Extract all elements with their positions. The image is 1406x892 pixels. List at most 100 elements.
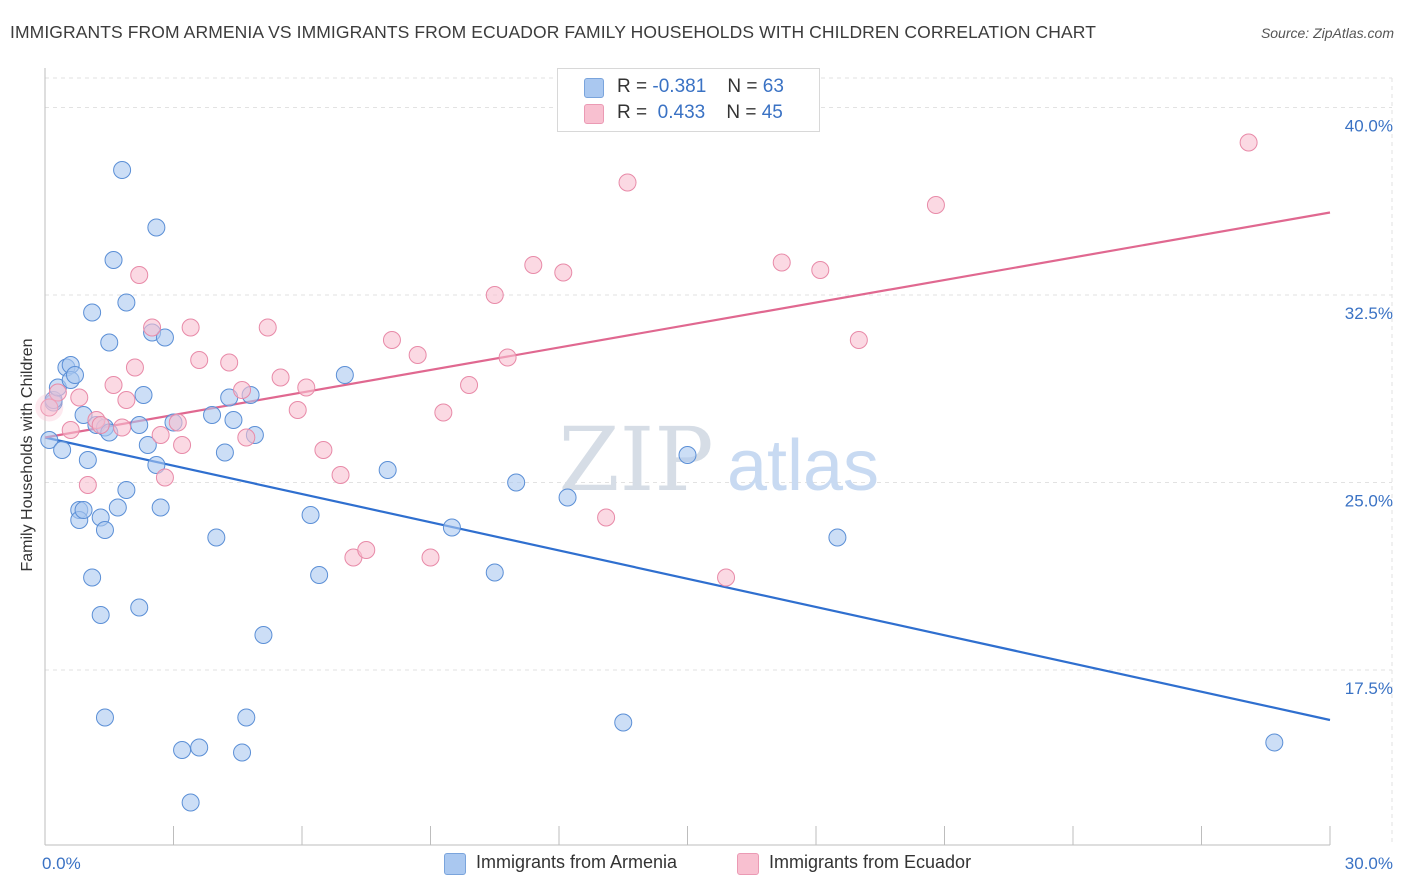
data-point-armenia (117, 293, 136, 312)
data-point-ecuador (434, 403, 453, 422)
data-point-ecuador (357, 541, 376, 559)
data-point-ecuador (151, 426, 170, 444)
data-point-ecuador (258, 318, 277, 337)
data-point-ecuador (382, 331, 401, 349)
data-point-armenia (53, 441, 72, 459)
y-tick-label: 40.0% (1345, 117, 1393, 136)
chart-title: IMMIGRANTS FROM ARMENIA VS IMMIGRANTS FR… (10, 22, 1097, 42)
data-point-ecuador (61, 421, 80, 439)
bottom-legend-label-armenia: Immigrants from Armenia (476, 852, 678, 872)
legend-swatch-ecuador (584, 104, 604, 124)
data-point-ecuador (597, 508, 616, 527)
data-point-armenia (91, 606, 110, 624)
data-point-armenia (233, 743, 252, 762)
data-point-armenia (181, 793, 200, 812)
bottom-legend-swatch-ecuador (737, 853, 759, 875)
data-points (35, 133, 1284, 812)
legend-r-value-armenia: -0.381 (652, 76, 707, 97)
data-point-armenia (147, 456, 166, 474)
trend-lines (44, 211, 1331, 722)
data-point-ecuador (130, 266, 149, 284)
data-point-armenia (151, 498, 170, 517)
data-point-armenia (117, 481, 136, 499)
gridlines (45, 77, 1393, 845)
data-point-ecuador (485, 286, 504, 304)
data-point-ecuador (554, 263, 573, 282)
data-point-ecuador (155, 468, 174, 487)
x-tick-label: 30.0% (1345, 854, 1393, 873)
y-tick-label: 17.5% (1345, 679, 1393, 698)
data-point-armenia (335, 366, 354, 384)
data-point-armenia (1265, 733, 1284, 752)
data-point-armenia (224, 411, 243, 429)
data-point-armenia (378, 461, 397, 479)
y-tick-label: 25.0% (1345, 492, 1393, 511)
tick-labels: 17.5% 25.0% 32.5% 40.0% 0.0% 30.0% (42, 117, 1393, 874)
legend-swatch-armenia (584, 78, 604, 98)
data-point-ecuador (288, 401, 307, 419)
data-point-ecuador (91, 416, 110, 434)
legend-n-value-ecuador: 45 (761, 102, 783, 123)
data-point-ecuador (233, 381, 252, 399)
data-point-armenia (310, 566, 329, 584)
data-point-ecuador (173, 436, 192, 454)
data-point-ecuador (849, 331, 868, 349)
data-point-ecuador (460, 376, 479, 394)
data-point-armenia (130, 598, 149, 617)
data-point-armenia (134, 386, 153, 404)
x-tick-label: 0.0% (42, 854, 81, 873)
data-point-armenia (95, 708, 114, 727)
data-point-ecuador (421, 548, 440, 567)
data-point-cluster (35, 393, 64, 422)
data-point-armenia (40, 431, 59, 449)
data-point-ecuador (190, 351, 209, 369)
data-point-armenia (83, 568, 102, 587)
data-point-armenia (108, 498, 127, 517)
data-point-ecuador (143, 318, 162, 337)
data-point-armenia (215, 443, 234, 462)
data-point-armenia (95, 521, 114, 539)
data-point-ecuador (181, 318, 200, 337)
data-point-armenia (485, 563, 504, 582)
axes (44, 68, 1331, 846)
data-point-ecuador (117, 391, 136, 409)
data-point-ecuador (113, 418, 132, 437)
data-point-ecuador (78, 476, 97, 494)
data-point-armenia (190, 738, 209, 757)
data-point-ecuador (926, 196, 945, 214)
data-point-armenia (678, 446, 697, 464)
data-point-armenia (100, 333, 119, 352)
data-point-ecuador (297, 378, 316, 397)
data-point-armenia (155, 328, 174, 347)
watermark: ZIP atlas (558, 408, 879, 511)
bottom-legend-swatch-armenia (444, 853, 466, 875)
data-point-ecuador (618, 173, 637, 192)
data-point-armenia (828, 528, 847, 547)
data-point-ecuador (408, 346, 427, 364)
data-point-armenia (207, 528, 226, 547)
data-point-armenia (254, 626, 273, 644)
data-point-ecuador (48, 383, 67, 402)
data-point-armenia (442, 518, 461, 537)
data-point-ecuador (220, 353, 239, 372)
data-point-ecuador (40, 398, 59, 417)
data-point-ecuador (717, 568, 736, 587)
legend-r-label: R = (617, 76, 648, 97)
data-point-ecuador (498, 348, 517, 367)
data-point-armenia (65, 366, 84, 384)
watermark-atlas: atlas (727, 426, 879, 506)
legend-n-label: N = (727, 76, 758, 97)
data-point-ecuador (314, 441, 333, 459)
y-tick-label: 32.5% (1345, 304, 1393, 323)
data-point-ecuador (811, 261, 830, 279)
data-point-armenia (113, 161, 132, 179)
data-point-armenia (614, 713, 633, 732)
data-point-armenia (301, 506, 320, 524)
source-label: Source: ZipAtlas.com (1260, 25, 1394, 41)
data-point-armenia (130, 416, 149, 434)
correlation-legend: R = -0.381 N = 63 R = 0.433 N = 45 (557, 68, 820, 132)
data-point-ecuador (772, 253, 791, 272)
data-point-armenia (173, 741, 192, 759)
trend-line-armenia (44, 436, 1331, 722)
